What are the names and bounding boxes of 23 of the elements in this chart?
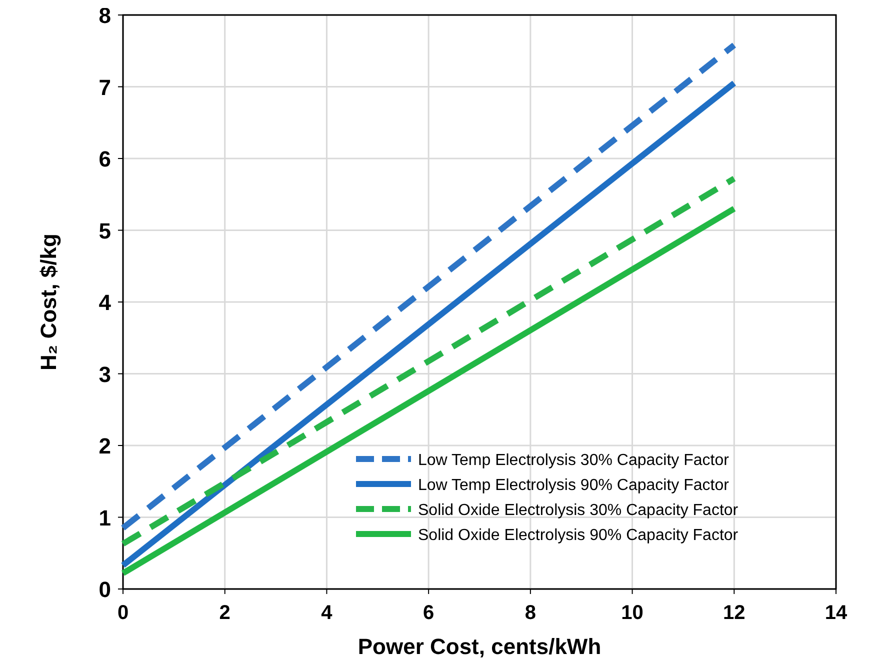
y-tick-label: 3 [98,362,111,387]
y-tick-label: 1 [98,505,111,530]
x-tick-label: 6 [423,602,434,624]
y-tick-label: 6 [98,146,111,172]
y-tick-label: 4 [98,290,112,315]
x-tick-label: 0 [117,602,129,624]
x-tick-label: 14 [824,602,848,624]
y-tick-label: 2 [98,434,111,458]
legend-label: Solid Oxide Electrolysis 30% Capacity Factor [418,502,739,519]
y-tick-label: 5 [98,218,111,244]
legend-label: Solid Oxide Electrolysis 90% Capacity Factor [418,527,739,544]
x-tick-label: 2 [219,602,230,624]
x-axis-title: Power Cost, cents/kWh [358,634,602,659]
x-tick-label: 8 [524,602,536,624]
legend-label: Low Temp Electrolysis 30% Capacity Factor [418,452,730,469]
y-axis-title: H₂ Cost, $/kg [36,234,61,370]
legend-label: Low Temp Electrolysis 90% Capacity Factor [418,477,730,494]
y-tick-label: 0 [98,577,111,602]
x-tick-label: 4 [321,602,334,624]
x-tick-label: 10 [621,602,644,624]
x-tick-label: 12 [723,602,746,624]
y-tick-label: 7 [98,74,111,100]
y-tick-label: 8 [98,3,111,28]
